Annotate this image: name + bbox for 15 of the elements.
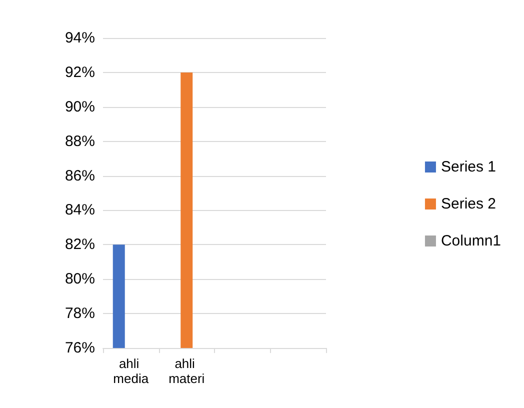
x-tick-label: ahli media [113, 356, 150, 386]
y-tick-label: 86% [64, 167, 95, 184]
y-tick-label: 82% [64, 236, 95, 254]
y-tick-label: 92% [64, 64, 95, 81]
y-tick-label: 80% [64, 270, 95, 288]
y-tick-label: 76% [64, 340, 95, 356]
legend-label: Column1 [440, 232, 501, 250]
y-tick-label: 94% [64, 30, 95, 46]
y-tick-label: 78% [64, 305, 95, 322]
y-tick-label: 84% [64, 202, 95, 219]
legend-label: Series 2 [440, 196, 496, 212]
x-tick-label: ahli materi [168, 356, 205, 386]
y-tick-label: 88% [64, 132, 95, 150]
y-tick-label: 90% [64, 98, 95, 116]
legend-label: Series 1 [440, 158, 496, 176]
